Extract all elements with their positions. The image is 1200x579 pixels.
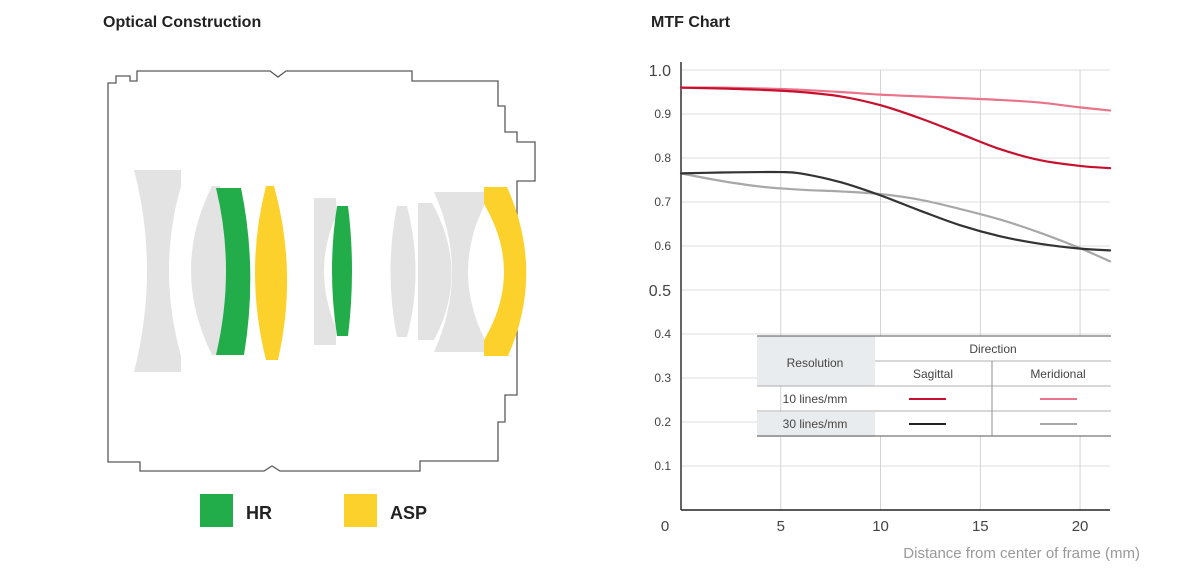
- y-tick-label: 0.9: [654, 107, 671, 121]
- y-tick-label: 0.7: [654, 195, 671, 209]
- lens-element-5: [314, 198, 336, 345]
- y-tick-label: 0.3: [654, 371, 671, 385]
- hr-element-1: [216, 188, 251, 355]
- hr-legend-label: HR: [246, 503, 272, 523]
- mtf-legend-table: Resolution Direction Sagittal Meridional…: [757, 335, 1111, 437]
- table-row-header: Resolution: [787, 356, 844, 370]
- y-tick-label: 0.2: [654, 415, 671, 429]
- lens-element-9: [434, 192, 484, 352]
- table-row-10: 10 lines/mm: [783, 392, 848, 406]
- lens-element-2: [191, 186, 228, 355]
- lens-element-8: [418, 203, 452, 340]
- table-col-sagittal: Sagittal: [913, 367, 953, 381]
- y-tick-label: 1.0: [649, 63, 671, 80]
- asp-element-2: [484, 187, 527, 356]
- table-col-meridional: Meridional: [1030, 367, 1085, 381]
- y-tick-label: 0.8: [654, 151, 671, 165]
- table-group-header: Direction: [969, 342, 1016, 356]
- mtf-line-30-meridional: [679, 172, 1112, 263]
- mtf-line-10-meridional: [679, 86, 1112, 112]
- optical-construction-title: Optical Construction: [103, 14, 262, 31]
- y-tick-label: 0.5: [649, 283, 671, 300]
- asp-legend-swatch: [344, 494, 377, 527]
- x-axis-label: Distance from center of frame (mm): [903, 545, 1140, 562]
- y-tick-label: 0.6: [654, 239, 671, 253]
- table-row-30: 30 lines/mm: [783, 417, 848, 431]
- lens-barrel-outline: [107, 70, 536, 472]
- asp-legend-label: ASP: [390, 503, 428, 523]
- mtf-chart-title: MTF Chart: [651, 14, 731, 31]
- hr-element-2: [332, 206, 352, 336]
- lens-element-7: [390, 206, 416, 337]
- asp-element-1: [255, 186, 288, 360]
- mtf-line-10-sagittal: [679, 86, 1112, 170]
- x-tick-label: 20: [1072, 518, 1089, 535]
- x-tick-label: 5: [777, 518, 785, 535]
- hr-legend-swatch: [200, 494, 233, 527]
- lens-element-1: [134, 170, 181, 372]
- x-tick-label: 0: [661, 518, 669, 535]
- x-tick-label: 15: [972, 518, 989, 535]
- y-tick-label: 0.4: [654, 327, 671, 341]
- mtf-line-30-sagittal: [679, 170, 1112, 252]
- y-tick-label: 0.1: [654, 459, 671, 473]
- x-tick-label: 10: [872, 518, 889, 535]
